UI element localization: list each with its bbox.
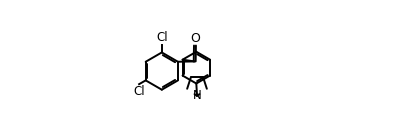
- Text: Cl: Cl: [156, 31, 167, 44]
- Text: N: N: [193, 89, 201, 102]
- Text: O: O: [190, 32, 200, 45]
- Text: Cl: Cl: [133, 85, 145, 98]
